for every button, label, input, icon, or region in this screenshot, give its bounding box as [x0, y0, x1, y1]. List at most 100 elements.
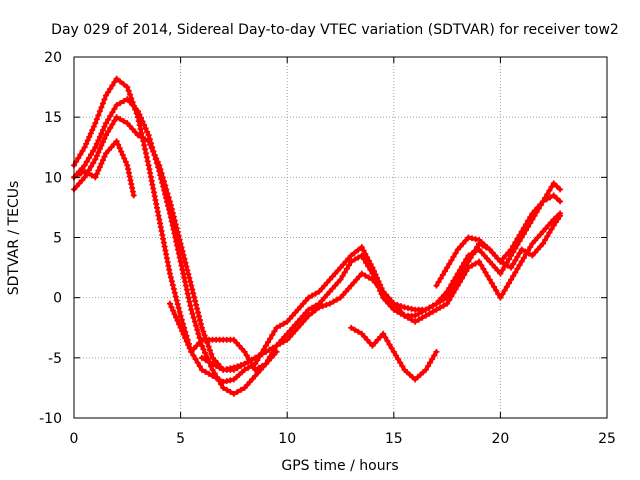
data-point-marker [431, 352, 438, 359]
data-point-marker [355, 328, 362, 335]
data-point-marker [92, 174, 99, 181]
data-point-marker [557, 198, 564, 205]
data-point-marker [405, 314, 412, 321]
data-point-marker [309, 292, 316, 299]
data-point-marker [76, 180, 83, 187]
data-point-marker [456, 279, 463, 286]
data-point-marker [238, 362, 245, 369]
data-point-marker [227, 336, 234, 343]
y-tick-label: -10 [39, 411, 62, 427]
data-point-marker [318, 285, 325, 292]
data-point-marker [115, 141, 122, 148]
data-point-marker [422, 306, 429, 313]
data-point-marker [174, 301, 181, 308]
data-point-marker [177, 324, 184, 331]
data-point-marker [484, 273, 491, 280]
data-point-marker [78, 177, 85, 184]
series-pass-5 [166, 300, 280, 373]
data-point-marker [98, 130, 105, 137]
data-point-marker [266, 346, 273, 353]
data-point-marker [401, 312, 408, 319]
data-point-marker [339, 273, 346, 280]
data-point-marker [178, 316, 185, 323]
data-point-marker [83, 158, 90, 165]
data-point-marker [101, 153, 108, 160]
data-point-marker [174, 246, 181, 253]
data-point-marker [262, 360, 269, 367]
data-point-marker [201, 332, 208, 339]
data-point-marker [101, 96, 108, 103]
data-point-marker [179, 328, 186, 335]
data-point-marker [516, 250, 523, 257]
data-point-marker [362, 250, 369, 257]
data-point-marker [369, 342, 376, 349]
data-point-marker [234, 363, 241, 370]
y-tick-labels: -10 -5 0 5 10 15 20 [39, 50, 62, 427]
x-tick-label: 15 [385, 431, 403, 447]
data-point-marker [289, 312, 296, 319]
data-point-marker [175, 250, 182, 257]
data-point-marker [96, 133, 103, 140]
data-point-marker [557, 186, 564, 193]
data-point-marker [388, 297, 395, 304]
data-point-marker [350, 279, 357, 286]
data-point-marker [548, 226, 555, 233]
chart-title: Day 029 of 2014, Sidereal Day-to-day VTE… [51, 22, 619, 38]
data-point-marker [96, 145, 103, 152]
data-point-marker [120, 98, 127, 105]
data-point-marker [534, 246, 541, 253]
series-pass-4 [71, 138, 137, 199]
y-tick-label: 20 [44, 50, 62, 66]
data-point-marker [363, 259, 370, 266]
data-point-marker [441, 268, 448, 275]
data-point-marker [395, 356, 402, 363]
data-point-marker [102, 92, 109, 99]
data-point-marker [227, 377, 234, 384]
x-tick-labels: 0 5 10 15 20 25 [70, 431, 616, 447]
data-point-marker [462, 237, 469, 244]
data-point-marker [172, 293, 179, 300]
data-point-marker [540, 198, 547, 205]
series-pass-7 [433, 212, 564, 289]
data-point-marker [227, 388, 234, 395]
data-point-marker [302, 309, 309, 316]
data-point-marker [309, 309, 316, 316]
data-point-marker [385, 294, 392, 301]
data-point-marker [178, 262, 185, 269]
data-point-marker [194, 305, 201, 312]
data-point-marker [227, 365, 234, 372]
data-point-marker [202, 368, 209, 375]
data-point-marker [459, 275, 466, 282]
data-point-marker [348, 282, 355, 289]
data-point-marker [401, 304, 408, 311]
data-point-marker [297, 303, 304, 310]
data-point-marker [268, 354, 275, 361]
data-point-marker [198, 342, 205, 349]
data-point-marker [145, 132, 152, 139]
data-point-marker [393, 303, 400, 310]
data-point-marker [300, 312, 307, 319]
data-point-marker [99, 100, 106, 107]
data-point-marker [98, 160, 105, 167]
data-point-marker [429, 356, 436, 363]
data-point-marker [109, 109, 116, 116]
data-point-marker [452, 286, 459, 293]
data-point-marker [185, 294, 192, 301]
data-point-marker [212, 357, 219, 364]
y-axis-label: SDTVAR / TECUs [6, 181, 22, 296]
data-point-marker [550, 180, 557, 187]
x-tick-label: 5 [176, 431, 185, 447]
data-point-marker [241, 384, 248, 391]
data-point-marker [168, 206, 175, 213]
data-point-marker [241, 360, 248, 367]
data-point-marker [90, 123, 97, 130]
data-point-marker [280, 338, 287, 345]
data-point-marker [265, 339, 272, 346]
data-point-marker [348, 324, 355, 331]
x-tick-label: 0 [70, 431, 79, 447]
data-point-marker [181, 274, 188, 281]
data-point-marker [537, 231, 544, 238]
data-point-marker [412, 318, 419, 325]
data-point-marker [216, 336, 223, 343]
data-point-marker [238, 369, 245, 376]
